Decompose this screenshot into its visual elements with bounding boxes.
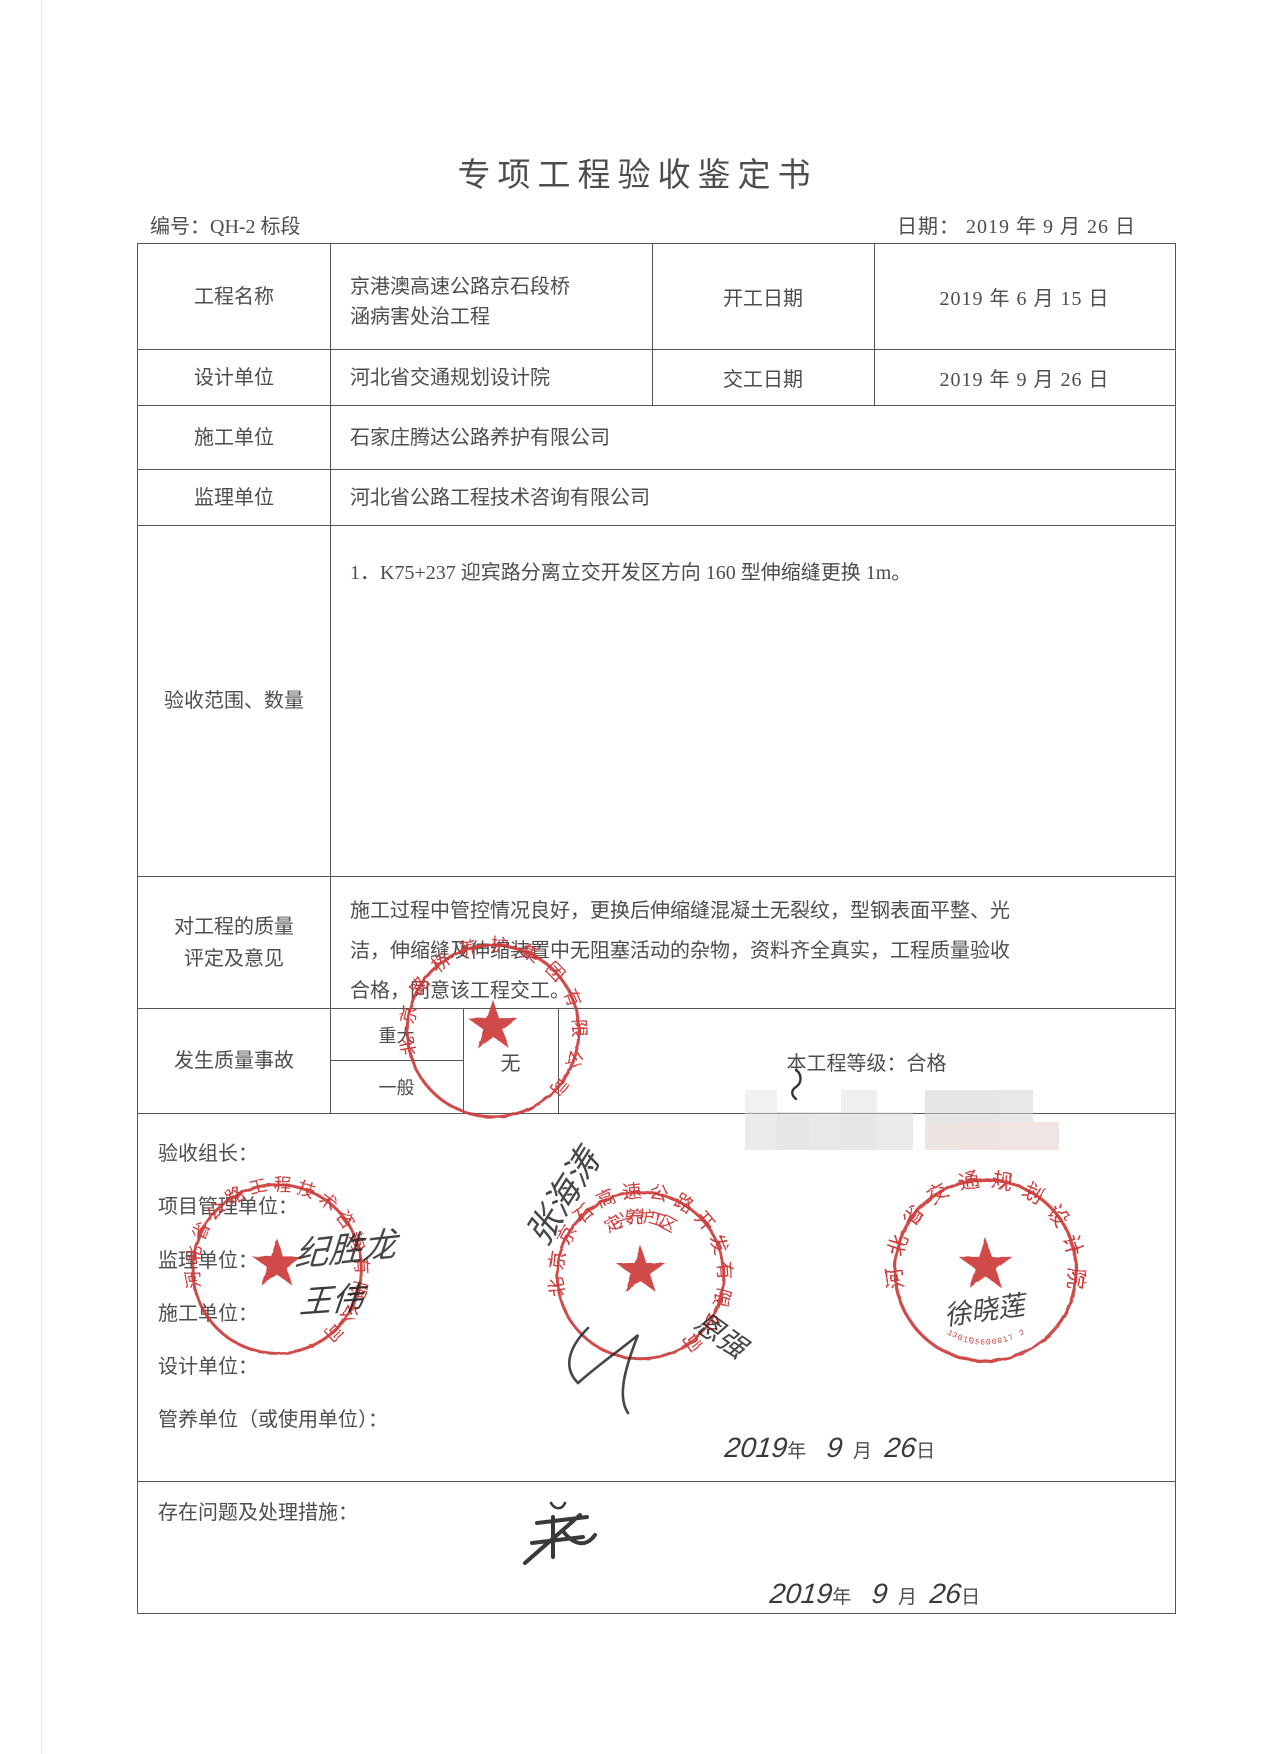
svg-text:北: 北: [182, 1244, 205, 1265]
svg-text:公: 公: [562, 1047, 587, 1071]
svg-text:路: 路: [670, 1189, 698, 1218]
svg-text:划: 划: [1017, 1177, 1047, 1208]
svg-text:京: 京: [397, 1004, 420, 1025]
svg-text:河: 河: [882, 1266, 908, 1289]
svg-text:路: 路: [222, 1183, 248, 1209]
svg-text:通: 通: [956, 1167, 981, 1194]
svg-text:院: 院: [1062, 1266, 1088, 1289]
svg-text:程: 程: [273, 1174, 292, 1195]
svg-text:5: 5: [973, 1337, 979, 1347]
svg-text:北: 北: [883, 1231, 912, 1258]
svg-text:省: 省: [189, 1219, 215, 1244]
svg-text:集: 集: [517, 941, 542, 967]
svg-text:护: 护: [490, 935, 510, 956]
svg-text:徐晓莲: 徐晓莲: [942, 1289, 1030, 1331]
svg-text:恩强: 恩强: [687, 1307, 753, 1366]
svg-text:养: 养: [457, 937, 480, 961]
svg-text:公: 公: [647, 1181, 670, 1206]
svg-text:工: 工: [247, 1175, 269, 1199]
svg-text:路: 路: [407, 973, 433, 999]
svg-text:限: 限: [569, 1019, 590, 1038]
svg-text:技: 技: [295, 1177, 319, 1202]
svg-text:6: 6: [979, 1338, 984, 1347]
svg-text:限: 限: [708, 1285, 734, 1309]
svg-text:发: 发: [704, 1231, 731, 1257]
svg-text:速: 速: [621, 1180, 642, 1204]
svg-text:京: 京: [545, 1248, 570, 1271]
svg-text:北: 北: [545, 1276, 569, 1298]
svg-text:交: 交: [922, 1177, 952, 1208]
svg-text:有: 有: [559, 986, 584, 1010]
svg-text:河: 河: [182, 1269, 204, 1289]
svg-text:0: 0: [985, 1338, 990, 1347]
svg-text:计: 计: [1058, 1231, 1087, 1258]
svg-text:有: 有: [712, 1260, 735, 1280]
svg-text:2: 2: [1017, 1328, 1026, 1338]
svg-text:北: 北: [397, 1035, 420, 1056]
svg-text:规: 规: [989, 1167, 1014, 1194]
svg-text:高: 高: [593, 1185, 619, 1213]
